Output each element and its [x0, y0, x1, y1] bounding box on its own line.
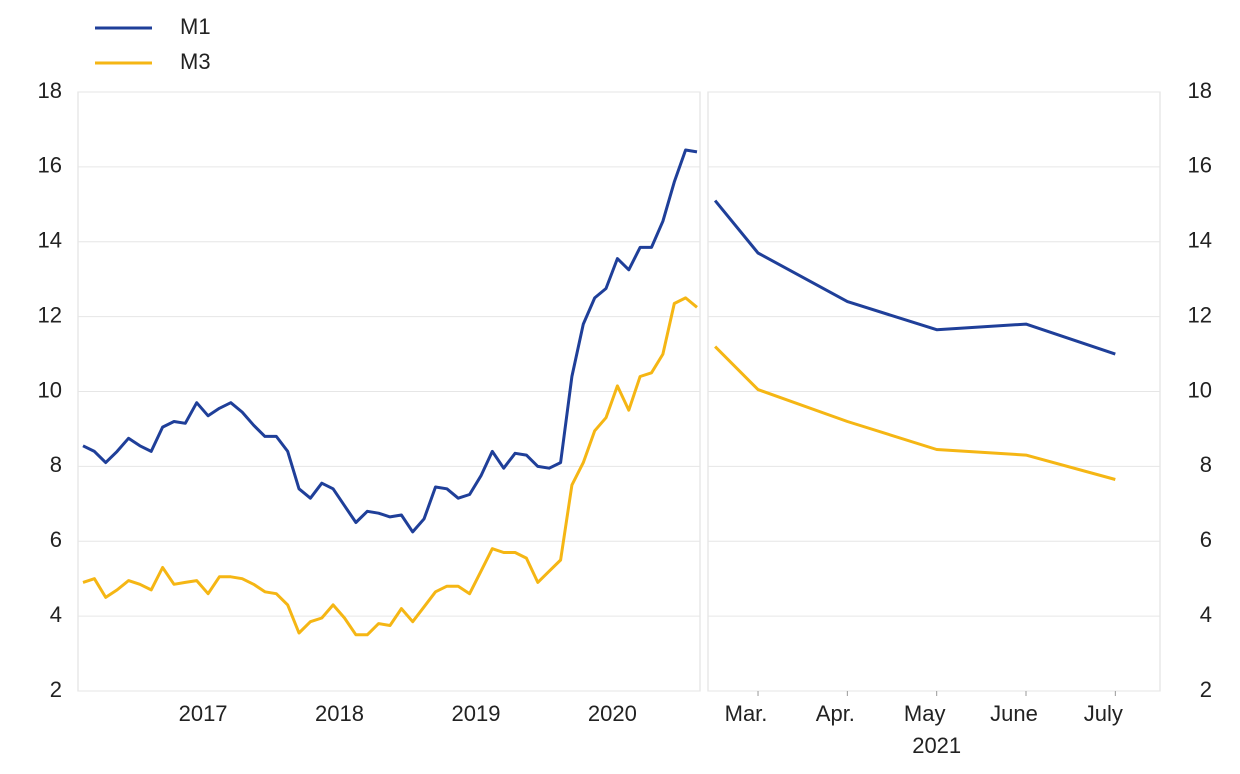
y-tick-label: 16: [1188, 153, 1212, 178]
y-tick-label: 18: [38, 78, 62, 103]
year-label: 2021: [912, 733, 961, 758]
y-tick-label: 14: [38, 228, 62, 253]
y-tick-label: 10: [38, 377, 62, 402]
legend-label: M3: [180, 49, 211, 74]
y-tick-label: 6: [50, 527, 62, 552]
y-tick-label: 2: [1200, 677, 1212, 702]
x-tick-label: July: [1084, 701, 1123, 726]
y-tick-label: 4: [50, 602, 62, 627]
series-line: [82, 296, 698, 637]
x-tick-label: 2019: [451, 701, 500, 726]
x-tick-label: 2018: [315, 701, 364, 726]
y-tick-label: 12: [1188, 302, 1212, 327]
y-tick-label: 12: [38, 302, 62, 327]
series-line: [714, 345, 1116, 481]
y-tick-label: 14: [1188, 228, 1212, 253]
x-tick-label: 2020: [588, 701, 637, 726]
y-tick-label: 10: [1188, 377, 1212, 402]
y-tick-label: 4: [1200, 602, 1212, 627]
series-line: [82, 148, 698, 534]
y-tick-label: 2: [50, 677, 62, 702]
x-tick-label: 2017: [179, 701, 228, 726]
y-tick-label: 16: [38, 153, 62, 178]
x-tick-label: Apr.: [816, 701, 855, 726]
x-tick-label: Mar.: [725, 701, 768, 726]
x-tick-label: June: [990, 701, 1038, 726]
x-tick-label: May: [904, 701, 946, 726]
y-tick-label: 8: [1200, 452, 1212, 477]
y-tick-label: 18: [1188, 78, 1212, 103]
legend-label: M1: [180, 14, 211, 39]
y-tick-label: 6: [1200, 527, 1212, 552]
y-tick-label: 8: [50, 452, 62, 477]
series-line: [713, 199, 1116, 356]
